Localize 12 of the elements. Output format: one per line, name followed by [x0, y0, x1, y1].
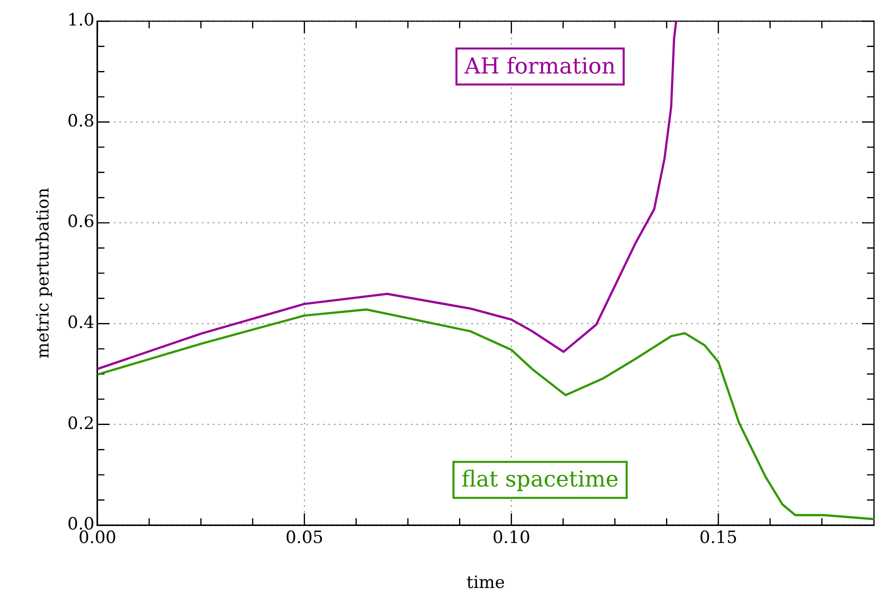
text: flat spacetime [461, 468, 619, 493]
y-axis-title: metric perturbation [34, 188, 54, 359]
x-tick-label: 0.05 [285, 528, 324, 548]
y-tick-label: 0.6 [67, 212, 94, 232]
text: AH formation [463, 54, 616, 80]
x-tick-label: 0.10 [492, 528, 530, 548]
y-tick-label: 1.0 [67, 10, 94, 31]
x-tick-label: 0.15 [699, 528, 738, 548]
x-axis-title: time [466, 573, 505, 594]
y-tick-label: 0.2 [67, 414, 94, 434]
y-tick-label: 0.8 [67, 111, 94, 132]
y-tick-label: 0.4 [67, 313, 94, 334]
